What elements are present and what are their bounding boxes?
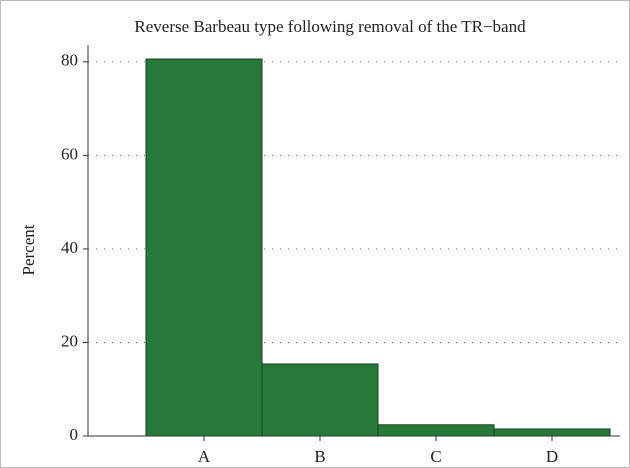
y-tick-label: 80: [61, 51, 78, 70]
y-tick-label: 40: [61, 238, 78, 257]
bar: [493, 428, 611, 437]
x-tick-label: C: [430, 447, 441, 466]
y-axis-label: Percent: [19, 224, 38, 275]
x-tick-label: A: [198, 447, 211, 466]
x-tick-label: B: [314, 447, 325, 466]
bar: [145, 58, 263, 437]
y-tick-label: 20: [61, 331, 78, 350]
bar: [261, 363, 379, 437]
y-tick-label: 0: [70, 425, 79, 444]
x-tick-label: D: [546, 447, 558, 466]
chart-title: Reverse Barbeau type following removal o…: [134, 17, 526, 36]
y-tick-label: 60: [61, 144, 78, 163]
bar: [377, 424, 495, 437]
